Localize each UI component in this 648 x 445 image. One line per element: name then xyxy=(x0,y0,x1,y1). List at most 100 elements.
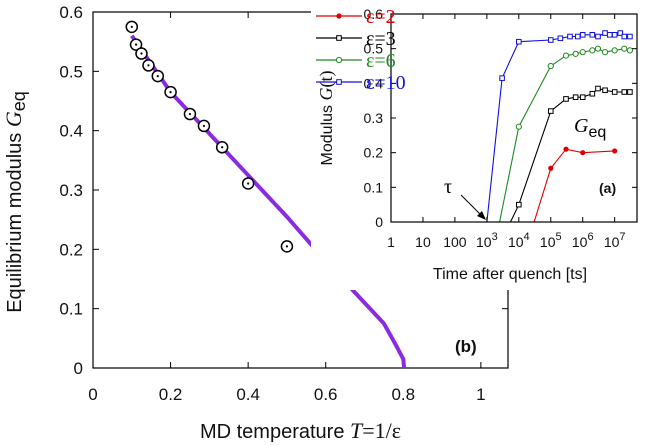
tau-label: τ xyxy=(444,176,452,198)
inset-x-tick-label: 100 xyxy=(443,234,467,250)
inset-x-tick-base: 10 xyxy=(540,234,556,250)
main-point-center xyxy=(134,43,138,46)
main-y-tick-label: 0.2 xyxy=(59,240,83,259)
main-x-axis-label: MD temperature T=1/ε xyxy=(200,418,401,443)
inset-marker xyxy=(335,56,343,64)
inset-marker xyxy=(580,150,586,156)
inset-marker xyxy=(589,47,596,54)
inset-y-tick-label: 0.4 xyxy=(364,75,384,91)
inset-marker xyxy=(563,96,569,102)
tau-arrow xyxy=(460,194,484,218)
main-x-label-rest: =1/ε xyxy=(362,418,401,443)
inset-marker xyxy=(621,89,628,95)
inset-marker xyxy=(579,32,586,38)
inset-x-tick-label: 1 xyxy=(387,234,395,250)
inset-marker xyxy=(617,30,624,36)
inset-y-tick-label: 0.5 xyxy=(364,41,384,57)
inset-marker xyxy=(336,13,342,19)
main-y-axis-label: Equilibrium modulus Geq xyxy=(1,91,29,313)
main-x-label-var: T xyxy=(350,418,364,443)
main-x-tick-label: 0.8 xyxy=(391,385,415,404)
main-point-center xyxy=(188,112,192,116)
inset-y-label-text: Modulus xyxy=(319,101,336,166)
inset-marker xyxy=(579,94,586,101)
main-y-tick-label: 0.5 xyxy=(59,62,83,81)
main-y-tick-label: 0.3 xyxy=(59,181,83,200)
inset-marker xyxy=(594,45,602,52)
main-point-center xyxy=(202,124,206,128)
inset-y-tick-label: 0.2 xyxy=(364,145,384,161)
panel-label-a: (a) xyxy=(599,180,616,196)
inset-marker xyxy=(567,33,573,40)
inset-x-tick-base: 10 xyxy=(415,234,431,250)
inset-chart: 1 10 100 103 104 105 106 107 00.10.20.30.40.50.… xyxy=(311,0,648,290)
inset-marker xyxy=(515,123,522,130)
main-point-center xyxy=(140,52,143,55)
main-y-label-sub: eq xyxy=(9,91,29,111)
inset-x-tick-base: 10 xyxy=(572,234,588,250)
inset-x-tick-base: 10 xyxy=(604,234,620,250)
main-y-label-text: Equilibrium modulus xyxy=(4,127,26,313)
inset-x-tick-base: 1 xyxy=(387,234,395,250)
main-y-ticks: 0 0.1 0.2 0.3 0.4 0.5 0.6 xyxy=(59,3,508,378)
main-x-tick-label: 0.2 xyxy=(159,385,183,404)
inset-marker xyxy=(547,108,554,114)
legend-label: ε=3 xyxy=(366,28,396,50)
inset-marker xyxy=(595,33,601,40)
inset-x-tick-label: 103 xyxy=(476,231,498,250)
inset-series-group xyxy=(486,30,633,223)
legend-label: ε=6 xyxy=(366,50,396,72)
inset-marker xyxy=(579,49,586,56)
inset-marker xyxy=(611,47,618,54)
legend-label: ε=10 xyxy=(366,72,406,94)
main-point-center xyxy=(285,245,289,248)
main-y-tick-label: 0.1 xyxy=(59,300,83,319)
main-point-center xyxy=(130,25,133,28)
inset-marker xyxy=(611,89,618,95)
legend-label: ε=2 xyxy=(366,6,396,28)
main-chart: 0 0.2 0.4 0.6 0.8 1 0 0.1 0.2 0.3 0.4 0.5 0.6 (b) M… xyxy=(1,3,509,443)
inset-y-tick-label: 0.1 xyxy=(364,179,384,195)
inset-x-tick-exp: 5 xyxy=(555,231,561,243)
inset-marker xyxy=(516,201,522,208)
inset-marker xyxy=(572,50,579,57)
inset-marker xyxy=(557,35,564,42)
inset-marker xyxy=(601,49,609,56)
inset-marker xyxy=(548,165,554,171)
main-x-tick-label: 1 xyxy=(476,385,485,404)
inset-marker xyxy=(574,33,581,40)
main-point-center xyxy=(169,91,172,94)
tau-arrow-head xyxy=(477,211,486,220)
inset-marker xyxy=(626,47,634,54)
main-points xyxy=(125,20,294,253)
inset-series xyxy=(486,30,634,223)
inset-marker xyxy=(627,89,633,95)
inset-x-tick-label: 107 xyxy=(604,231,626,250)
inset-marker xyxy=(621,33,628,40)
inset-marker xyxy=(612,148,618,154)
inset-marker xyxy=(602,30,608,36)
inset-x-tick-exp: 7 xyxy=(619,231,625,243)
inset-y-tick-label: 0 xyxy=(375,214,383,230)
inset-marker xyxy=(336,35,342,41)
inset-marker xyxy=(562,52,570,59)
inset-marker xyxy=(589,90,596,97)
inset-y-label-rest: (t) xyxy=(316,71,337,88)
inset-marker xyxy=(336,79,342,85)
inset-x-tick-label: 105 xyxy=(540,231,562,250)
inset-y-tick-label: 0.6 xyxy=(364,6,384,22)
main-x-label-text: MD temperature xyxy=(200,421,350,443)
inset-y-label-var: G xyxy=(316,88,336,101)
main-y-tick-label: 0.4 xyxy=(59,122,83,141)
inset-x-tick-label: 106 xyxy=(572,231,594,250)
inset-marker xyxy=(611,32,618,38)
inset-y-axis-label: Modulus G(t) xyxy=(316,71,337,166)
inset-x-tick-exp: 4 xyxy=(524,231,530,243)
inset-x-tick-exp: 3 xyxy=(492,231,498,243)
inset-x-tick-exp: 6 xyxy=(587,231,593,243)
inset-y-tick-label: 0.3 xyxy=(364,110,384,126)
inset-x-tick-base: 100 xyxy=(443,234,467,250)
inset-x-ticks: 1 10 100 103 104 105 106 107 xyxy=(387,14,626,250)
inset-marker xyxy=(595,85,601,92)
